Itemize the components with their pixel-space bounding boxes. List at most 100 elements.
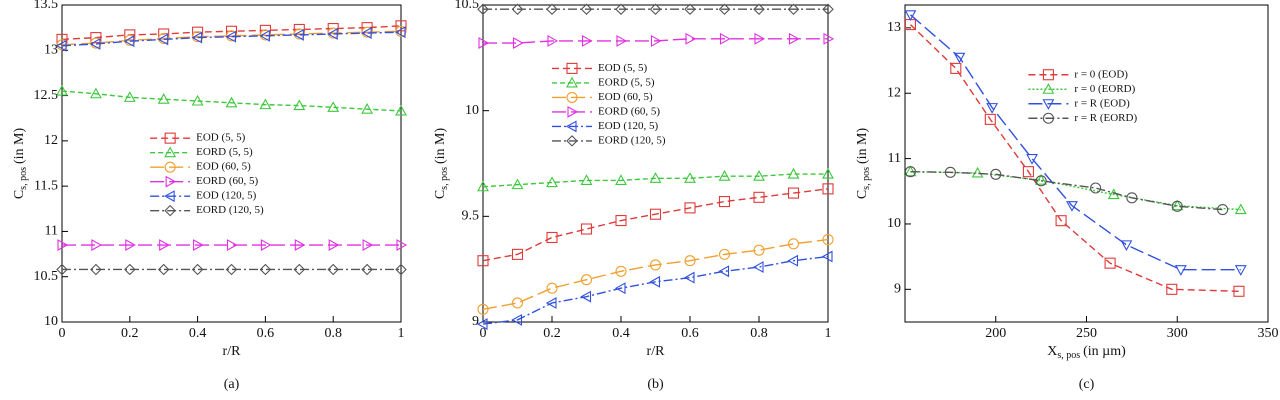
marker — [753, 244, 765, 256]
marker — [1126, 192, 1138, 204]
marker — [327, 27, 339, 39]
marker — [615, 265, 627, 277]
label-main: C — [855, 190, 870, 199]
marker — [56, 84, 68, 96]
series-line — [482, 255, 829, 325]
marker — [395, 104, 407, 116]
marker — [328, 239, 340, 251]
marker — [546, 176, 558, 188]
x-tick-label: 0 — [480, 326, 487, 341]
marker — [821, 250, 833, 263]
series-line — [909, 24, 1239, 292]
marker — [1055, 215, 1067, 227]
caption: (a) — [224, 377, 240, 392]
marker — [360, 27, 372, 40]
marker — [904, 166, 916, 178]
marker — [478, 37, 490, 49]
marker — [788, 32, 800, 45]
marker — [990, 168, 1002, 180]
marker — [259, 29, 270, 42]
marker — [123, 35, 135, 48]
marker — [260, 239, 272, 251]
series-line — [910, 170, 1241, 211]
marker — [477, 303, 489, 315]
legend-label: EOD (60, 5) — [196, 161, 251, 173]
x-tick-label: 0 — [59, 326, 66, 341]
marker — [91, 239, 103, 251]
marker — [904, 10, 917, 21]
marker — [684, 3, 696, 16]
marker — [125, 239, 136, 251]
marker — [327, 28, 338, 40]
y-tick-label: 10.5 — [34, 269, 59, 284]
marker — [1174, 265, 1187, 276]
marker — [1166, 283, 1178, 295]
marker — [327, 101, 340, 112]
marker — [1042, 69, 1054, 81]
legend-label: EORD (60, 5) — [196, 175, 258, 187]
marker — [546, 282, 558, 294]
marker — [684, 255, 696, 267]
marker — [984, 113, 996, 125]
marker — [566, 62, 578, 74]
marker — [225, 25, 238, 37]
legend-label: EOD (120, 5) — [598, 120, 659, 132]
marker — [1035, 174, 1048, 185]
marker — [950, 62, 962, 74]
marker — [477, 255, 489, 267]
x-tick-label: 0.4 — [612, 326, 630, 341]
marker — [165, 175, 177, 188]
marker — [581, 34, 593, 47]
x-tick-label: 350 — [1258, 326, 1279, 341]
marker — [511, 248, 524, 260]
marker — [293, 99, 306, 111]
marker — [649, 3, 662, 16]
x-tick-label: 300 — [1167, 326, 1188, 341]
marker — [580, 223, 593, 235]
marker — [754, 32, 766, 45]
series-line — [482, 188, 829, 262]
marker — [259, 98, 272, 110]
x-tick-label: 0.4 — [189, 326, 207, 341]
y-tick-label: 10 — [44, 314, 58, 329]
marker — [511, 178, 524, 190]
marker — [649, 208, 662, 220]
marker — [191, 263, 204, 276]
marker — [55, 39, 67, 52]
x-tick-label: 0.8 — [750, 326, 768, 341]
y-tick-label: 10.5 — [455, 0, 480, 12]
legend-label: r = R (EOD) — [1074, 97, 1130, 109]
legend-label: EOD (120, 5) — [196, 190, 257, 202]
label-unit: (in M) — [12, 128, 27, 165]
marker — [294, 239, 306, 251]
x-tick-label: 0.6 — [257, 326, 275, 341]
marker — [1042, 112, 1054, 124]
marker — [57, 239, 69, 251]
y-tick-label: 9 — [894, 282, 901, 297]
marker — [1234, 265, 1247, 276]
marker — [1233, 285, 1245, 297]
marker — [157, 263, 170, 276]
y-tick-label: 12.5 — [34, 88, 59, 103]
marker — [1066, 201, 1078, 212]
series-line — [61, 90, 402, 112]
legend-label: EORD (5, 5) — [196, 146, 253, 158]
y-tick-label: 13.5 — [34, 0, 59, 12]
marker — [1120, 240, 1133, 252]
marker — [953, 52, 966, 64]
x-axis-label: Xs, pos (in µm) — [1047, 344, 1126, 361]
label-unit: (in M) — [433, 128, 448, 165]
label-sub: s, pos — [861, 167, 872, 190]
label-main: C — [433, 190, 448, 199]
marker — [752, 261, 764, 273]
legend-label: EORD (60, 5) — [598, 105, 660, 117]
marker — [1171, 200, 1183, 212]
x-tick-label: 1 — [398, 326, 405, 341]
marker — [787, 167, 800, 179]
label-main: X — [1047, 344, 1057, 359]
marker — [822, 183, 834, 195]
legend-label: r = 0 (EOD) — [1074, 68, 1128, 80]
marker — [89, 87, 102, 99]
label-sub: s, pos — [1057, 350, 1080, 361]
